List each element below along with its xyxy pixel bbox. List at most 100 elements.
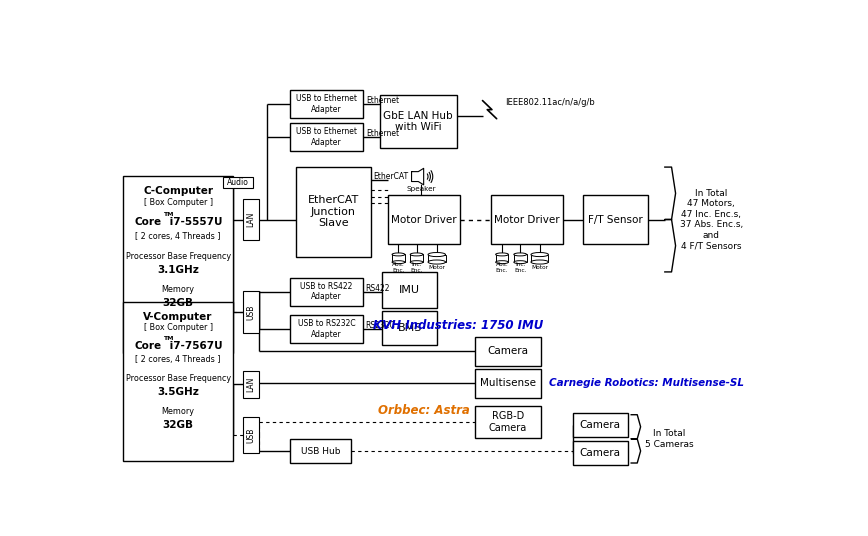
FancyBboxPatch shape (223, 177, 253, 188)
Text: [ Box Computer ]: [ Box Computer ] (143, 198, 213, 207)
Ellipse shape (411, 253, 423, 256)
Bar (411, 255, 423, 262)
Ellipse shape (531, 252, 549, 257)
FancyBboxPatch shape (295, 167, 371, 257)
FancyBboxPatch shape (243, 417, 260, 453)
FancyBboxPatch shape (243, 199, 260, 240)
FancyBboxPatch shape (573, 413, 628, 437)
FancyBboxPatch shape (290, 90, 363, 118)
Text: [ 2 cores, 4 Threads ]: [ 2 cores, 4 Threads ] (135, 355, 220, 364)
Text: Inc.
Enc.: Inc. Enc. (411, 262, 423, 273)
Text: IMU: IMU (399, 285, 420, 295)
Text: EtherCAT
Junction
Slave: EtherCAT Junction Slave (307, 195, 358, 228)
FancyBboxPatch shape (475, 406, 541, 438)
Text: USB to Ethernet
Adapter: USB to Ethernet Adapter (296, 127, 357, 147)
Text: Abs.
Enc.: Abs. Enc. (392, 262, 404, 273)
FancyBboxPatch shape (243, 371, 260, 398)
Text: Processor Base Frequency: Processor Base Frequency (126, 252, 231, 260)
Text: 3.1GHz: 3.1GHz (157, 265, 199, 275)
Ellipse shape (428, 260, 445, 264)
FancyBboxPatch shape (382, 311, 437, 345)
Text: Orbbec: Astra: Orbbec: Astra (378, 404, 470, 416)
Text: Core: Core (135, 341, 161, 351)
Text: Ethernet: Ethernet (366, 129, 399, 138)
Text: Processor Base Frequency: Processor Base Frequency (126, 374, 231, 383)
FancyBboxPatch shape (290, 123, 363, 151)
FancyBboxPatch shape (490, 195, 562, 244)
Text: Abs.
Enc.: Abs. Enc. (496, 262, 509, 273)
Ellipse shape (496, 260, 509, 264)
Text: In Total
5 Cameras: In Total 5 Cameras (645, 429, 694, 449)
Text: [ 2 cores, 4 Threads ]: [ 2 cores, 4 Threads ] (135, 232, 220, 241)
FancyBboxPatch shape (243, 292, 260, 332)
Text: USB to RS422
Adapter: USB to RS422 Adapter (300, 282, 352, 301)
Text: GbE LAN Hub
with WiFi: GbE LAN Hub with WiFi (384, 110, 453, 132)
Text: Speaker: Speaker (406, 186, 436, 192)
Text: RGB-D
Camera: RGB-D Camera (489, 411, 527, 433)
Text: BMS: BMS (398, 323, 422, 333)
FancyBboxPatch shape (582, 195, 648, 244)
Ellipse shape (428, 252, 445, 257)
Bar (392, 255, 404, 262)
Bar (496, 255, 509, 262)
Text: USB: USB (247, 427, 255, 443)
Text: 32GB: 32GB (162, 298, 194, 308)
Text: IEEE802.11ac/n/a/g/b: IEEE802.11ac/n/a/g/b (505, 98, 595, 107)
Text: 3.5GHz: 3.5GHz (157, 388, 199, 397)
FancyBboxPatch shape (290, 440, 351, 464)
Text: LAN: LAN (247, 212, 255, 227)
Text: i7-7567U: i7-7567U (166, 341, 222, 351)
Ellipse shape (392, 260, 404, 264)
Text: LAN: LAN (247, 377, 255, 392)
Polygon shape (411, 168, 424, 185)
Text: Memory: Memory (161, 285, 194, 294)
Text: USB Hub: USB Hub (300, 447, 340, 456)
FancyBboxPatch shape (379, 95, 457, 148)
Text: Motor: Motor (428, 265, 445, 270)
FancyBboxPatch shape (475, 369, 541, 398)
FancyBboxPatch shape (382, 272, 437, 308)
Text: Camera: Camera (488, 346, 529, 356)
Ellipse shape (531, 260, 549, 264)
Text: i7-5557U: i7-5557U (166, 217, 222, 227)
Text: Camera: Camera (580, 448, 621, 458)
FancyBboxPatch shape (123, 176, 233, 353)
FancyBboxPatch shape (123, 302, 233, 461)
Text: 32GB: 32GB (162, 420, 194, 430)
Text: C-Computer: C-Computer (143, 187, 214, 196)
Text: Memory: Memory (161, 407, 194, 416)
Text: EtherCAT: EtherCAT (373, 173, 408, 181)
Text: Multisense: Multisense (480, 378, 536, 389)
Text: F/T Sensor: F/T Sensor (588, 214, 643, 225)
Text: Motor Driver: Motor Driver (391, 214, 457, 225)
Text: Motor Driver: Motor Driver (494, 214, 559, 225)
Ellipse shape (496, 253, 509, 256)
Text: TM: TM (163, 336, 174, 341)
Text: RS232C: RS232C (365, 321, 395, 330)
Text: USB to Ethernet
Adapter: USB to Ethernet Adapter (296, 94, 357, 114)
Text: Audio: Audio (227, 178, 249, 187)
FancyBboxPatch shape (573, 441, 628, 465)
Bar (531, 255, 549, 262)
Text: TM: TM (163, 212, 174, 217)
Text: Inc.
Enc.: Inc. Enc. (514, 262, 527, 273)
Text: Ethernet: Ethernet (366, 96, 399, 105)
FancyBboxPatch shape (388, 195, 460, 244)
Text: Carnegie Robotics: Multisense-SL: Carnegie Robotics: Multisense-SL (549, 378, 744, 388)
Text: Core: Core (135, 217, 161, 227)
Text: RS422: RS422 (365, 284, 390, 293)
Text: USB: USB (247, 304, 255, 319)
Text: Camera: Camera (580, 420, 621, 430)
FancyBboxPatch shape (290, 315, 363, 343)
Text: USB to RS232C
Adapter: USB to RS232C Adapter (298, 319, 355, 339)
Ellipse shape (514, 260, 527, 264)
FancyBboxPatch shape (475, 337, 541, 366)
Text: V-Computer: V-Computer (143, 312, 213, 322)
Text: In Total
47 Motors,
47 Inc. Enc.s,
37 Abs. Enc.s,
and
4 F/T Sensors: In Total 47 Motors, 47 Inc. Enc.s, 37 Ab… (680, 189, 743, 250)
FancyBboxPatch shape (290, 278, 363, 306)
Text: KVH Industries: 1750 IMU: KVH Industries: 1750 IMU (373, 319, 543, 332)
Text: Motor: Motor (531, 265, 549, 270)
Ellipse shape (392, 253, 404, 256)
Ellipse shape (514, 253, 527, 256)
Bar (514, 255, 527, 262)
